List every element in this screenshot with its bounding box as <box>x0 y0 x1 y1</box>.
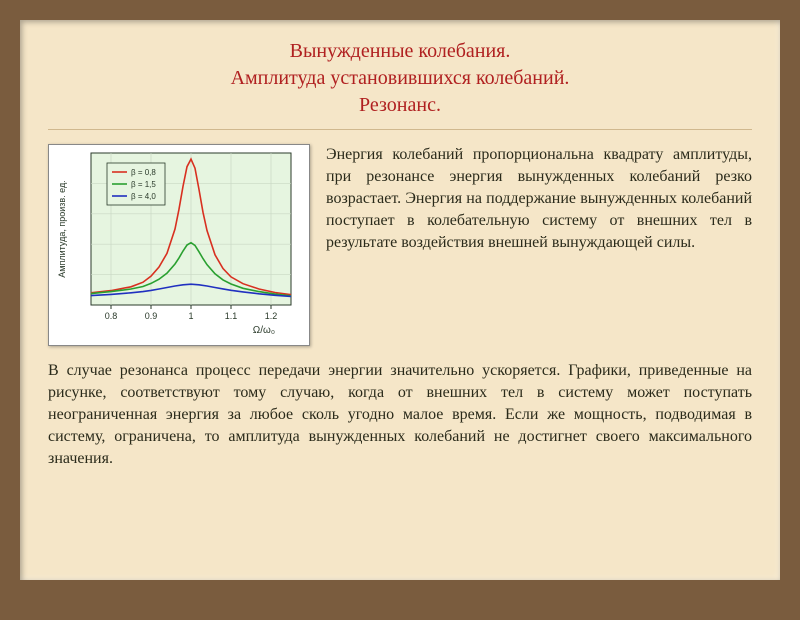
svg-text:Амплитуда, произв. ед.: Амплитуда, произв. ед. <box>57 180 67 277</box>
title-line-2: Амплитуда установившихся колебаний. <box>231 67 570 89</box>
svg-text:β = 1,5: β = 1,5 <box>131 180 156 189</box>
slide-title: Вынужденные колебания. Амплитуда установ… <box>48 38 752 119</box>
title-line-1: Вынужденные колебания. <box>290 40 511 62</box>
svg-text:1.2: 1.2 <box>265 311 278 321</box>
svg-text:Ω/ω₀: Ω/ω₀ <box>253 325 275 336</box>
paragraph-2: В случае резонанса процесс передачи энер… <box>48 360 752 470</box>
separator <box>48 129 752 130</box>
content-row: 0.8 0.9 1 1.1 1.2 Амплитуда, произв. ед. Ω/ω₀ β… <box>48 144 752 346</box>
paragraph-1: Энергия колебаний пропорциональна квадра… <box>326 144 752 254</box>
slide-frame: Вынужденные колебания. Амплитуда установ… <box>20 20 780 580</box>
title-line-3: Резонанс. <box>359 94 441 116</box>
svg-text:β = 0,8: β = 0,8 <box>131 168 156 177</box>
svg-text:1: 1 <box>188 311 193 321</box>
svg-text:0.9: 0.9 <box>145 311 158 321</box>
svg-text:0.8: 0.8 <box>105 311 118 321</box>
svg-text:1.1: 1.1 <box>225 311 238 321</box>
resonance-chart: 0.8 0.9 1 1.1 1.2 Амплитуда, произв. ед. Ω/ω₀ β… <box>48 144 310 346</box>
svg-text:β = 4,0: β = 4,0 <box>131 192 156 201</box>
